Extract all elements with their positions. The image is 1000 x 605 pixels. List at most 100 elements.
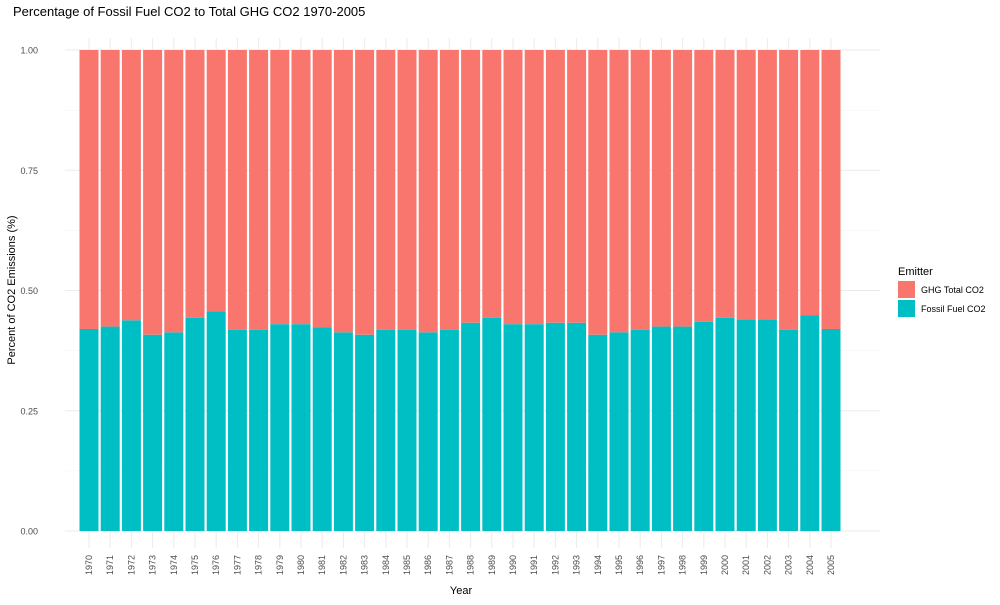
x-tick-label: 1994 xyxy=(593,555,603,575)
bar-ghg-total-co2-1994 xyxy=(588,50,608,335)
bar-fossil-fuel-co2-1980 xyxy=(291,324,311,531)
bar-fossil-fuel-co2-1984 xyxy=(376,329,396,531)
bar-fossil-fuel-co2-1970 xyxy=(79,328,99,531)
bar-ghg-total-co2-1983 xyxy=(355,50,375,335)
y-axis-title: Percent of CO2 Emissions (%) xyxy=(6,215,18,364)
bar-ghg-total-co2-2002 xyxy=(757,50,777,320)
bar-ghg-total-co2-1995 xyxy=(609,50,629,333)
x-tick-label: 1970 xyxy=(84,555,94,575)
bar-fossil-fuel-co2-1995 xyxy=(609,332,629,531)
x-tick-label: 1996 xyxy=(635,555,645,575)
bar-ghg-total-co2-1992 xyxy=(545,50,565,323)
bar-fossil-fuel-co2-1981 xyxy=(312,327,332,531)
x-tick-label: 1981 xyxy=(317,555,327,575)
y-tick-label: 0.25 xyxy=(20,406,38,416)
y-axis: 0.00 0.25 0.50 0.75 1.00 xyxy=(20,46,38,537)
bar-fossil-fuel-co2-1989 xyxy=(482,317,502,531)
bar-fossil-fuel-co2-1991 xyxy=(524,324,544,531)
bar-ghg-total-co2-1977 xyxy=(227,50,247,330)
x-tick-label: 2005 xyxy=(826,555,836,575)
bar-ghg-total-co2-1986 xyxy=(418,50,438,333)
legend-swatch xyxy=(898,281,915,298)
bar-fossil-fuel-co2-1993 xyxy=(567,322,587,531)
legend: Emitter GHG Total CO2 Fossil Fuel CO2 xyxy=(898,266,986,317)
y-tick-label: 0.50 xyxy=(20,286,38,296)
bar-ghg-total-co2-1970 xyxy=(79,50,99,329)
x-tick-label: 1982 xyxy=(338,555,348,575)
x-tick-label: 1977 xyxy=(232,555,242,575)
bar-fossil-fuel-co2-1994 xyxy=(588,334,608,531)
bar-fossil-fuel-co2-2003 xyxy=(779,329,799,531)
bar-ghg-total-co2-1993 xyxy=(567,50,587,323)
bar-fossil-fuel-co2-2000 xyxy=(715,317,735,531)
x-tick-label: 1990 xyxy=(508,555,518,575)
bar-fossil-fuel-co2-1978 xyxy=(249,329,269,531)
legend-title: Emitter xyxy=(898,266,933,278)
bar-ghg-total-co2-1985 xyxy=(397,50,417,330)
bar-ghg-total-co2-1988 xyxy=(461,50,481,323)
bar-ghg-total-co2-1987 xyxy=(439,50,459,330)
bar-fossil-fuel-co2-1983 xyxy=(355,334,375,531)
bar-fossil-fuel-co2-1973 xyxy=(143,334,163,531)
bar-fossil-fuel-co2-2001 xyxy=(736,319,756,531)
bar-fossil-fuel-co2-1974 xyxy=(164,332,184,531)
bar-fossil-fuel-co2-1990 xyxy=(503,324,523,531)
x-tick-label: 1978 xyxy=(254,555,264,575)
x-tick-label: 1975 xyxy=(190,555,200,575)
bar-ghg-total-co2-1975 xyxy=(185,50,205,318)
bar-ghg-total-co2-2005 xyxy=(821,50,841,329)
x-axis-title: Year xyxy=(450,585,473,597)
bar-ghg-total-co2-1991 xyxy=(524,50,544,325)
bar-ghg-total-co2-1972 xyxy=(121,50,141,321)
legend-label: GHG Total CO2 xyxy=(921,285,984,295)
x-tick-label: 1985 xyxy=(402,555,412,575)
x-tick-label: 2004 xyxy=(805,555,815,575)
x-tick-label: 1988 xyxy=(466,555,476,575)
legend-label: Fossil Fuel CO2 xyxy=(921,304,986,314)
bar-ghg-total-co2-1984 xyxy=(376,50,396,330)
bars xyxy=(79,50,841,531)
bar-ghg-total-co2-2003 xyxy=(779,50,799,330)
y-tick-label: 0.75 xyxy=(20,166,38,176)
x-tick-label: 1997 xyxy=(656,555,666,575)
x-tick-label: 1973 xyxy=(148,555,158,575)
bar-ghg-total-co2-2004 xyxy=(800,50,820,316)
x-tick-label: 2000 xyxy=(720,555,730,575)
bar-ghg-total-co2-1979 xyxy=(270,50,290,325)
x-tick-label: 1998 xyxy=(678,555,688,575)
x-tick-label: 1976 xyxy=(211,555,221,575)
bar-fossil-fuel-co2-1998 xyxy=(673,326,693,531)
bar-fossil-fuel-co2-1976 xyxy=(206,311,226,531)
x-tick-label: 1989 xyxy=(487,555,497,575)
bar-fossil-fuel-co2-2002 xyxy=(757,319,777,531)
y-tick-label: 1.00 xyxy=(20,46,38,56)
bar-fossil-fuel-co2-1997 xyxy=(651,326,671,531)
bar-fossil-fuel-co2-1996 xyxy=(630,329,650,531)
bar-ghg-total-co2-1997 xyxy=(651,50,671,327)
x-tick-label: 1987 xyxy=(444,555,454,575)
x-tick-label: 1974 xyxy=(169,555,179,575)
x-tick-label: 2003 xyxy=(784,555,794,575)
bar-fossil-fuel-co2-2004 xyxy=(800,315,820,531)
bar-fossil-fuel-co2-1975 xyxy=(185,317,205,531)
legend-swatch xyxy=(898,300,915,317)
bar-ghg-total-co2-1998 xyxy=(673,50,693,327)
x-axis: 1970 1971 1972 1973 1974 1975 1976 1977 1978 1979… xyxy=(84,555,836,575)
bar-ghg-total-co2-2001 xyxy=(736,50,756,320)
x-tick-label: 1979 xyxy=(275,555,285,575)
x-tick-label: 1986 xyxy=(423,555,433,575)
x-tick-label: 1999 xyxy=(699,555,709,575)
bar-fossil-fuel-co2-1988 xyxy=(461,322,481,531)
bar-fossil-fuel-co2-1986 xyxy=(418,332,438,531)
bar-ghg-total-co2-1982 xyxy=(333,50,353,333)
bar-ghg-total-co2-1981 xyxy=(312,50,332,328)
x-tick-label: 1983 xyxy=(360,555,370,575)
x-tick-label: 1971 xyxy=(105,555,115,575)
bar-ghg-total-co2-1974 xyxy=(164,50,184,333)
bar-fossil-fuel-co2-1971 xyxy=(100,326,120,531)
bar-fossil-fuel-co2-1972 xyxy=(121,320,141,531)
bar-ghg-total-co2-1999 xyxy=(694,50,714,322)
x-tick-label: 1972 xyxy=(126,555,136,575)
